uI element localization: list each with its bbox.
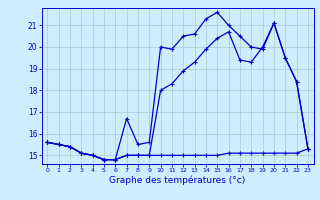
X-axis label: Graphe des températures (°c): Graphe des températures (°c) bbox=[109, 176, 246, 185]
